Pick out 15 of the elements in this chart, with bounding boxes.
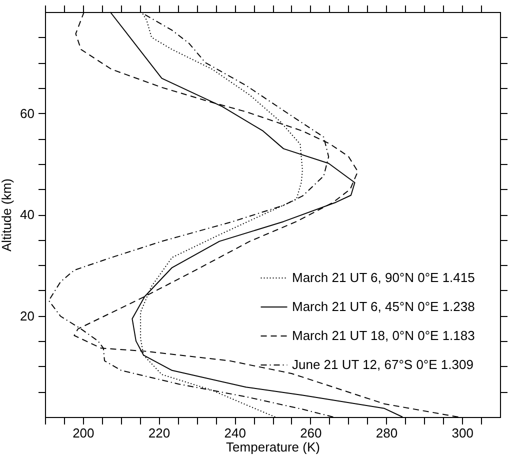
legend-label: March 21 UT 18, 0°N 0°E 1.183 (292, 328, 475, 343)
x-tick-label: 280 (376, 426, 398, 440)
y-tick-label: 60 (20, 106, 34, 121)
y-axis-title: Altitude (km) (0, 178, 14, 252)
y-tick-label: 20 (20, 308, 34, 324)
y-tick-label: 40 (20, 207, 34, 222)
x-tick-label: 260 (300, 426, 322, 440)
x-axis-title: Temperature (K) (226, 440, 320, 454)
x-tick-label: 220 (148, 426, 170, 440)
legend-label: June 21 UT 12, 67°S 0°E 1.309 (292, 357, 474, 372)
legend-label: March 21 UT 6, 45°N 0°E 1.238 (292, 299, 475, 314)
x-tick-label: 200 (72, 426, 94, 440)
x-tick-label: 240 (224, 426, 246, 440)
legend-label: March 21 UT 6, 90°N 0°E 1.415 (292, 270, 475, 285)
x-tick-label: 300 (452, 426, 474, 440)
